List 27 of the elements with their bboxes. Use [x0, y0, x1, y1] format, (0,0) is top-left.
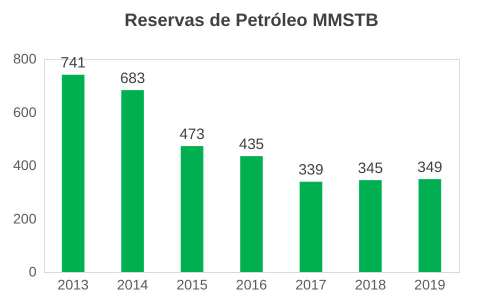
data-label: 741	[60, 54, 86, 72]
bar	[300, 182, 322, 272]
data-label: 473	[180, 126, 205, 144]
y-tick-label: 800	[13, 50, 37, 66]
chart-title: Reservas de Petróleo MMSTB	[124, 10, 379, 30]
data-label: 435	[238, 136, 264, 154]
x-tick-label: 2013	[58, 276, 89, 292]
y-tick-label: 600	[13, 104, 37, 120]
bar	[418, 179, 442, 272]
y-tick-label: 400	[13, 157, 37, 173]
y-tick-label: 0	[28, 264, 37, 280]
y-tick-label: 200	[13, 210, 37, 226]
x-tick-label: 2018	[354, 276, 386, 292]
x-tick-label: 2014	[117, 276, 148, 292]
data-label: 345	[358, 160, 383, 178]
bar	[359, 180, 382, 272]
bar	[62, 74, 84, 272]
bar	[121, 90, 144, 272]
data-label: 349	[417, 159, 442, 176]
x-tick-label: 2019	[414, 276, 446, 292]
x-tick-label: 2015	[176, 276, 208, 292]
x-tick-label: 2017	[295, 276, 327, 292]
bar	[180, 146, 204, 272]
data-label: 683	[120, 70, 146, 88]
data-label: 339	[298, 162, 324, 179]
x-tick-label: 2016	[236, 276, 268, 292]
bar	[240, 156, 263, 272]
